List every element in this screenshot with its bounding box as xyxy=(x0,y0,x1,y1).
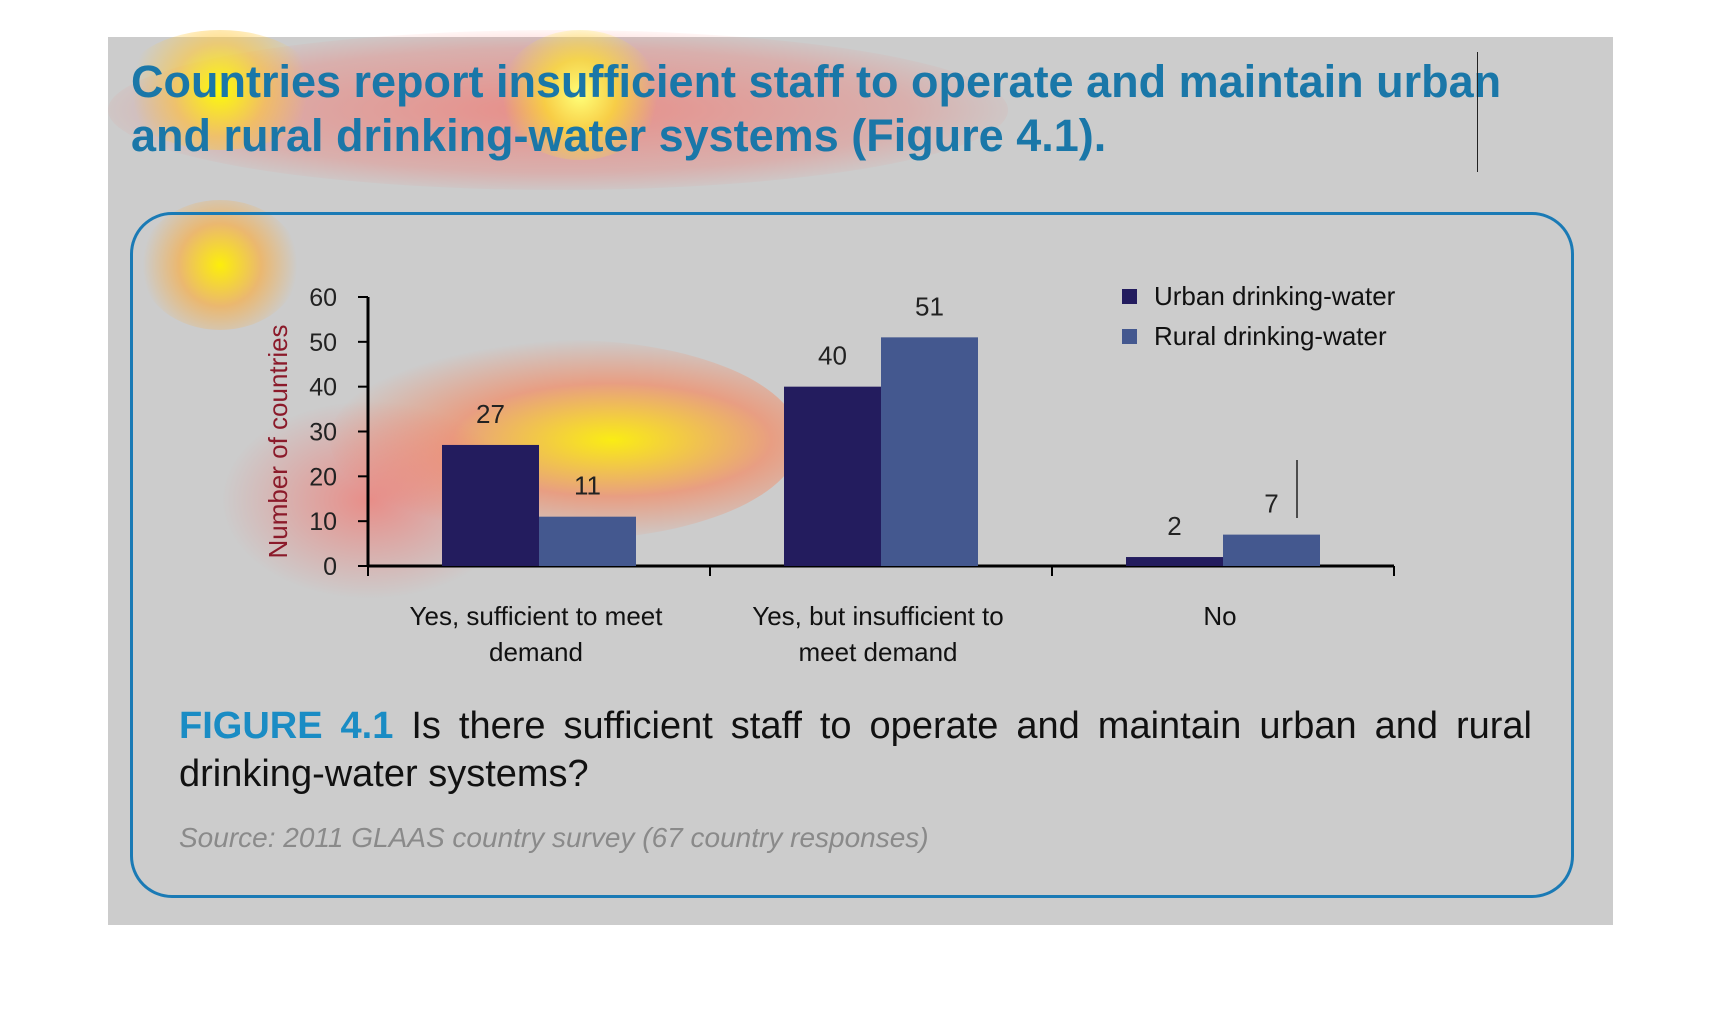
bar-value-label: 7 xyxy=(1264,489,1278,519)
bar-value-label: 11 xyxy=(574,471,601,501)
y-tick-label: 50 xyxy=(309,329,337,357)
bar-urban xyxy=(784,386,881,566)
x-category-label: demand xyxy=(489,637,583,667)
bar-urban xyxy=(1126,557,1223,566)
figure-label: FIGURE 4.1 xyxy=(179,705,394,747)
bar-value-label: 51 xyxy=(915,291,944,321)
y-tick-label: 30 xyxy=(309,419,337,447)
figure-caption: FIGURE 4.1 Is there sufficient staff to … xyxy=(179,702,1532,798)
legend-swatch xyxy=(1122,289,1137,304)
bar-urban xyxy=(442,444,539,566)
legend-swatch xyxy=(1122,329,1137,344)
legend-label: Urban drinking-water xyxy=(1154,281,1396,311)
x-category-label: meet demand xyxy=(799,637,958,667)
source-note: Source: 2011 GLAAS country survey (67 co… xyxy=(179,822,929,853)
x-category-label: No xyxy=(1203,601,1236,631)
bar-value-label: 27 xyxy=(476,399,505,429)
y-tick-label: 60 xyxy=(309,284,337,312)
bar-rural xyxy=(539,516,636,566)
bar-rural xyxy=(1223,534,1320,566)
legend-label: Rural drinking-water xyxy=(1154,321,1387,351)
figure-caption-text: Is there sufficient staff to operate and… xyxy=(179,705,1533,795)
figure-frame xyxy=(130,212,1574,898)
text-cursor xyxy=(1477,52,1478,172)
bar-rural xyxy=(881,337,978,566)
x-category-label: Yes, sufficient to meet xyxy=(410,601,664,631)
bar-value-label: 2 xyxy=(1167,511,1181,541)
x-category-label: Yes, but insufficient to xyxy=(752,601,1004,631)
y-tick-label: 0 xyxy=(323,553,337,581)
y-tick-label: 40 xyxy=(309,374,337,402)
y-tick-label: 10 xyxy=(309,508,337,536)
y-tick-label: 20 xyxy=(309,463,337,491)
page-heading: Countries report insufficient staff to o… xyxy=(131,56,1502,161)
bar-value-label: 40 xyxy=(818,341,847,371)
y-axis-title: Number of countries xyxy=(263,324,293,558)
